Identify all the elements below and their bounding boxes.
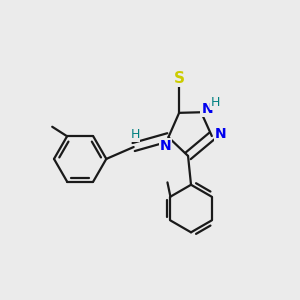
Text: H: H [211,96,220,109]
Text: H: H [130,128,140,141]
Text: N: N [160,139,171,153]
Text: N: N [201,102,213,116]
Text: N: N [215,127,226,141]
Text: S: S [174,70,185,86]
